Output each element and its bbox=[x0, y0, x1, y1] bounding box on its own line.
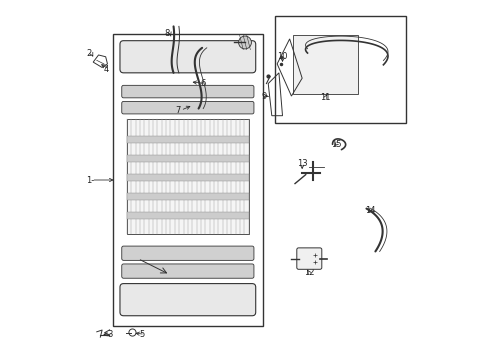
Bar bbox=[127, 136, 248, 143]
Text: 14: 14 bbox=[365, 206, 375, 215]
FancyBboxPatch shape bbox=[122, 246, 254, 260]
Bar bbox=[127, 212, 248, 219]
Bar bbox=[127, 174, 248, 181]
FancyBboxPatch shape bbox=[122, 85, 254, 98]
Text: 15: 15 bbox=[331, 140, 341, 149]
Bar bbox=[127, 119, 248, 234]
FancyBboxPatch shape bbox=[297, 248, 322, 269]
Text: 4: 4 bbox=[104, 65, 109, 74]
Bar bbox=[127, 155, 248, 162]
Text: 3: 3 bbox=[107, 330, 113, 339]
Text: 2: 2 bbox=[86, 49, 91, 58]
FancyBboxPatch shape bbox=[122, 102, 254, 114]
Bar bbox=[293, 35, 358, 94]
FancyBboxPatch shape bbox=[120, 41, 256, 73]
Text: 10: 10 bbox=[277, 52, 288, 61]
Text: 12: 12 bbox=[304, 268, 315, 277]
Text: 1-: 1- bbox=[86, 176, 94, 185]
Bar bbox=[113, 33, 263, 327]
Circle shape bbox=[239, 36, 251, 49]
Text: 9-: 9- bbox=[261, 91, 270, 100]
FancyBboxPatch shape bbox=[122, 264, 254, 278]
Text: 7: 7 bbox=[175, 106, 181, 115]
Text: 5: 5 bbox=[140, 330, 145, 339]
FancyBboxPatch shape bbox=[120, 284, 256, 316]
Text: 6: 6 bbox=[200, 79, 206, 88]
Bar bbox=[275, 16, 406, 123]
Text: 13: 13 bbox=[297, 159, 307, 168]
Text: 8: 8 bbox=[165, 29, 170, 38]
Bar bbox=[127, 193, 248, 200]
Text: 11: 11 bbox=[320, 93, 331, 102]
